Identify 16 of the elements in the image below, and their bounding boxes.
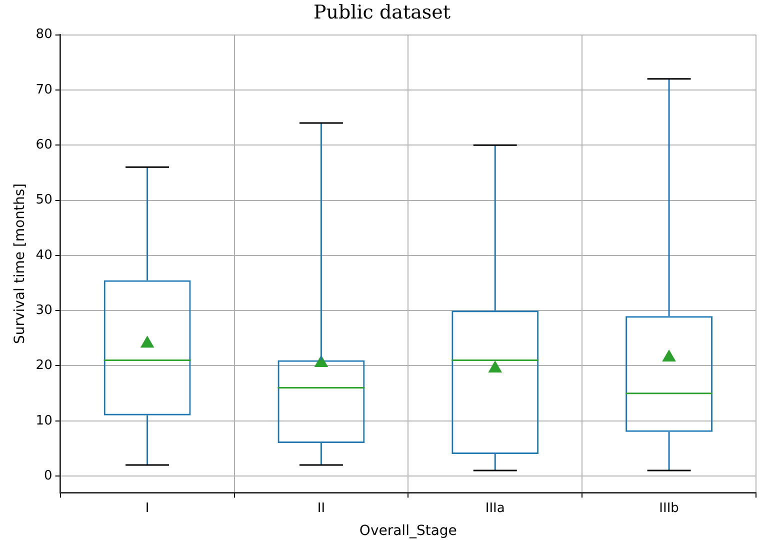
y-axis-title: Survival time [months] xyxy=(12,183,28,344)
y-tick-label: 60 xyxy=(36,137,52,152)
x-tick-label: II xyxy=(317,500,326,516)
y-tick-label: 80 xyxy=(36,27,52,42)
y-tick-label: 40 xyxy=(36,248,52,263)
x-axis-title: Overall_Stage xyxy=(359,523,457,540)
x-tick-label: I xyxy=(145,500,150,516)
y-tick-label: 50 xyxy=(36,192,52,208)
x-tick-label: IIIa xyxy=(485,500,505,516)
y-tick-label: 10 xyxy=(36,413,52,428)
x-tick-label: IIIb xyxy=(659,500,679,516)
y-tick-label: 70 xyxy=(36,82,52,98)
y-tick-label: 20 xyxy=(36,358,52,374)
y-tick-label: 30 xyxy=(36,302,52,318)
chart-title: Public dataset xyxy=(313,1,451,24)
y-tick-label: 0 xyxy=(44,468,52,484)
